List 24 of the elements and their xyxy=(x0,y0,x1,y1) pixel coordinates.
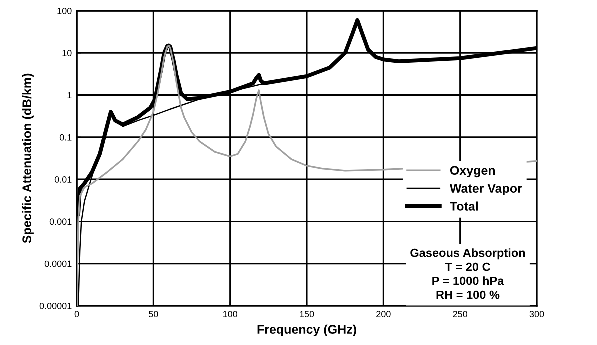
y-tick-label: 0.001 xyxy=(50,218,72,226)
x-tick-label: 0 xyxy=(74,311,80,318)
y-tick-label: 1 xyxy=(68,92,72,99)
y-tick-label: 100 xyxy=(58,8,72,14)
legend-label: Water Vapor xyxy=(450,184,522,196)
annotation: Gaseous Absorption xyxy=(410,248,526,260)
x-tick-label: 250 xyxy=(453,311,468,318)
x-tick-label: 50 xyxy=(149,311,158,318)
x-tick-label: 100 xyxy=(223,311,238,318)
legend-label: Oxygen xyxy=(450,166,496,178)
annotation: P = 1000 hPa xyxy=(432,276,504,286)
x-tick-label: 150 xyxy=(300,311,314,318)
y-tick-label: 0.00001 xyxy=(40,302,72,310)
y-tick-label: 0.0001 xyxy=(44,260,72,268)
x-tick-label: 300 xyxy=(530,311,544,318)
y-tick-label: 0.1 xyxy=(60,134,72,141)
y-tick-label: 10 xyxy=(62,50,72,57)
x-tick-label: 200 xyxy=(376,311,391,318)
y-tick-label: 0.01 xyxy=(54,176,72,183)
annotation: T = 20 C xyxy=(445,262,490,272)
x-axis-title: Frequency (GHz) xyxy=(258,324,356,336)
annotation: RH = 100 % xyxy=(436,290,500,300)
y-axis-title: Specific Attenuation (dB/km) xyxy=(22,74,34,244)
legend-label: Total xyxy=(450,202,478,211)
